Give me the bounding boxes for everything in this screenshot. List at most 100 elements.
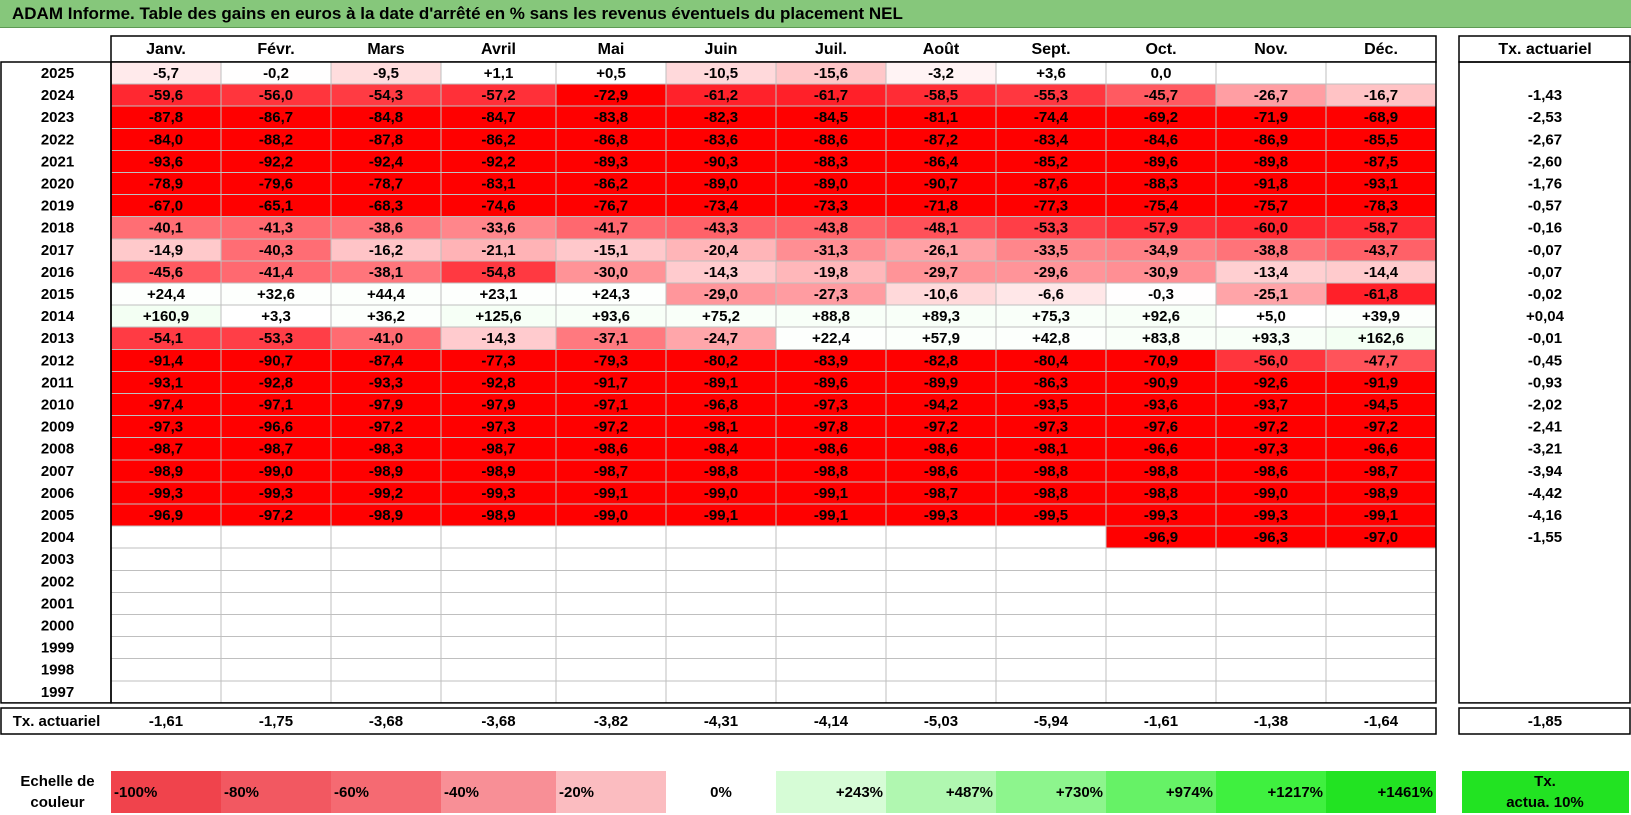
tx-row-value: -4,16	[1528, 507, 1562, 524]
value-text: -99,3	[1144, 507, 1178, 524]
month-header: Déc.	[1364, 41, 1398, 58]
month-header: Mai	[598, 41, 625, 58]
value-text: -33,6	[481, 220, 515, 237]
value-text: -54,8	[481, 264, 515, 281]
value-text: -45,6	[149, 264, 183, 281]
value-text: -91,4	[149, 352, 184, 369]
scale-step-label: +487%	[946, 784, 993, 801]
table-row	[110, 172, 1437, 196]
value-text: -99,3	[481, 485, 515, 502]
footer-value: -1,75	[259, 713, 293, 730]
value-text: -91,8	[1254, 176, 1288, 193]
value-cell	[330, 547, 442, 571]
value-text: -98,7	[149, 441, 183, 458]
month-header: Mars	[367, 41, 404, 58]
value-cell	[885, 680, 997, 704]
value-text: -86,7	[259, 109, 293, 126]
value-text: -25,1	[1254, 286, 1288, 303]
footer-value: -1,38	[1254, 713, 1288, 730]
value-text: -97,3	[814, 397, 848, 414]
value-text: -98,6	[594, 441, 628, 458]
value-text: -87,4	[369, 352, 404, 369]
table-row	[110, 61, 1437, 85]
value-cell	[330, 591, 442, 616]
year-label: 2004	[41, 529, 75, 546]
value-text: +39,9	[1362, 308, 1400, 325]
value-text: -78,3	[1364, 198, 1398, 215]
footer-value: -4,31	[704, 713, 738, 730]
value-text: -45,7	[1144, 87, 1178, 104]
value-cell	[885, 547, 997, 571]
value-text: -87,8	[369, 131, 403, 148]
year-label: 2010	[41, 397, 74, 414]
value-text: +24,4	[147, 286, 186, 303]
value-text: -74,4	[1034, 109, 1069, 126]
value-text: +57,9	[922, 330, 960, 347]
tx-row-value: -2,41	[1528, 419, 1562, 436]
value-text: +92,6	[1142, 308, 1180, 325]
value-text: -86,3	[1034, 374, 1068, 391]
value-text: -10,5	[704, 65, 738, 82]
month-header: Janv.	[146, 41, 186, 58]
value-cell	[995, 680, 1107, 704]
scale-swatch	[996, 771, 1106, 813]
value-text: -27,3	[814, 286, 848, 303]
table-row	[110, 636, 1437, 660]
value-text: -30,9	[1144, 264, 1178, 281]
value-text: -58,7	[1364, 220, 1398, 237]
value-cell	[665, 658, 777, 682]
value-text: -43,8	[814, 220, 848, 237]
year-label: 2002	[41, 573, 74, 590]
value-cell	[1105, 547, 1217, 571]
value-text: -99,0	[594, 507, 628, 524]
value-text: -97,2	[369, 419, 403, 436]
month-header: Oct.	[1145, 41, 1176, 58]
table-row	[110, 282, 1437, 306]
value-cell	[665, 636, 777, 660]
value-text: -97,3	[1254, 441, 1288, 458]
value-cell	[1325, 614, 1437, 638]
tx-row-value: -0,07	[1528, 242, 1562, 259]
value-cell	[775, 591, 887, 616]
value-text: -33,5	[1034, 242, 1068, 259]
value-text: -55,3	[1034, 87, 1068, 104]
value-text: -76,7	[594, 198, 628, 215]
value-text: -99,2	[369, 485, 403, 502]
year-label: 2006	[41, 485, 74, 502]
value-text: -96,6	[259, 419, 293, 436]
tx-box-line2: actua. 10%	[1506, 794, 1584, 811]
year-label: 1998	[41, 662, 74, 679]
value-cell	[555, 569, 667, 593]
value-text: -38,8	[1254, 242, 1288, 259]
value-text: +0,5	[596, 65, 626, 82]
scale-label-line2: couleur	[30, 794, 84, 811]
value-text: -87,5	[1364, 153, 1398, 170]
month-header: Nov.	[1254, 41, 1287, 58]
value-text: -90,7	[924, 176, 958, 193]
value-cell	[110, 636, 222, 660]
table-row	[110, 194, 1437, 218]
value-text: -13,4	[1254, 264, 1289, 281]
tx-row-value: -0,02	[1528, 286, 1562, 303]
value-text: +1,1	[484, 65, 514, 82]
scale-step-label: +243%	[836, 784, 883, 801]
tx-column-border	[1458, 61, 1631, 704]
value-text: -67,0	[149, 198, 183, 215]
value-cell	[110, 614, 222, 638]
table-row	[110, 459, 1437, 483]
year-column-border	[0, 61, 112, 704]
tx-row-value: -2,02	[1528, 397, 1562, 414]
value-text: -98,4	[704, 441, 739, 458]
value-text: +3,6	[1036, 65, 1066, 82]
value-text: 0,0	[1151, 65, 1172, 82]
footer-value: -1,61	[1144, 713, 1178, 730]
value-text: -98,8	[1034, 485, 1068, 502]
value-text: -97,2	[259, 507, 293, 524]
month-header: Juil.	[815, 41, 847, 58]
year-label: 2017	[41, 242, 74, 259]
footer-value: -3,82	[594, 713, 628, 730]
value-cell	[885, 658, 997, 682]
value-cell	[995, 525, 1107, 549]
value-text: -80,4	[1034, 352, 1069, 369]
